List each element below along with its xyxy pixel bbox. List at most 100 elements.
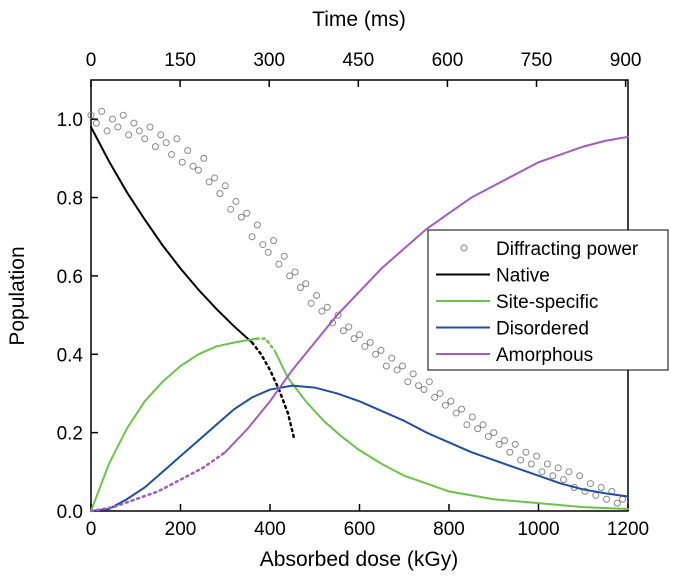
data-point <box>554 464 562 472</box>
data-point <box>227 205 235 213</box>
data-point <box>157 131 165 139</box>
data-point <box>431 393 439 401</box>
line-segment <box>89 450 227 513</box>
data-point <box>522 448 530 456</box>
data-point <box>495 440 503 448</box>
data-point <box>221 182 229 190</box>
data-point <box>404 378 412 386</box>
y-tick-label: 1.0 <box>57 110 83 131</box>
line-segment <box>90 384 629 512</box>
data-point <box>484 433 492 441</box>
data-point <box>533 452 541 460</box>
x2-tick-label: 900 <box>610 50 642 71</box>
x-tick-label: 600 <box>344 519 376 540</box>
data-point <box>415 382 423 390</box>
data-point <box>98 107 106 115</box>
data-point <box>377 346 385 354</box>
data-point <box>307 299 315 307</box>
data-point <box>452 409 460 417</box>
x-axis-label: Absorbed dose (kGy) <box>260 548 458 571</box>
data-point <box>146 123 154 131</box>
data-point <box>87 111 95 119</box>
legend-label: Amorphous <box>496 345 593 366</box>
y-tick-label: 0.6 <box>57 267 83 288</box>
data-point <box>205 178 213 186</box>
data-point <box>291 268 299 276</box>
data-point <box>441 401 449 409</box>
data-point <box>135 127 143 135</box>
data-point <box>248 233 256 241</box>
data-point <box>108 115 116 123</box>
data-point <box>200 154 208 162</box>
data-point <box>350 335 358 343</box>
data-point <box>162 139 170 147</box>
data-point <box>388 354 396 362</box>
line-segment <box>90 126 254 344</box>
line-segment <box>273 349 629 511</box>
data-point <box>361 342 369 350</box>
x-tick-label: 200 <box>165 519 197 540</box>
data-point <box>436 389 444 397</box>
data-point <box>259 241 267 249</box>
data-point <box>463 421 471 429</box>
data-point <box>339 327 347 335</box>
data-point <box>237 213 245 221</box>
data-point <box>280 252 288 260</box>
data-point <box>184 147 192 155</box>
data-point <box>313 292 321 299</box>
data-point <box>613 499 621 507</box>
x2-axis-label: Time (ms) <box>312 8 406 31</box>
data-point <box>103 127 111 135</box>
data-point <box>130 119 138 127</box>
data-point <box>619 495 627 503</box>
data-point <box>178 158 186 166</box>
x-tick-label: 1000 <box>517 519 559 540</box>
data-point <box>586 480 594 488</box>
data-point <box>318 307 326 315</box>
data-point <box>92 119 100 127</box>
data-point <box>511 440 519 448</box>
data-point <box>474 425 482 433</box>
x2-tick-label: 750 <box>521 50 553 71</box>
data-point <box>479 421 487 429</box>
data-point <box>194 166 202 174</box>
data-point <box>517 456 525 464</box>
data-point <box>189 162 197 170</box>
data-point <box>211 174 219 182</box>
data-point <box>468 413 476 421</box>
data-point <box>114 123 122 131</box>
data-point <box>173 135 181 143</box>
x2-tick-label: 300 <box>253 50 285 71</box>
data-point <box>576 472 584 480</box>
y-tick-label: 0.0 <box>57 502 83 523</box>
data-point <box>119 111 127 119</box>
data-point <box>597 483 605 491</box>
data-point <box>506 448 514 456</box>
x-tick-label: 1200 <box>607 519 649 540</box>
data-point <box>286 272 294 280</box>
x-tick-label: 800 <box>433 519 465 540</box>
data-point <box>447 397 455 405</box>
data-point <box>275 260 283 268</box>
data-point <box>168 150 176 158</box>
x2-tick-label: 450 <box>342 50 374 71</box>
data-point <box>490 429 498 437</box>
data-point <box>500 436 508 444</box>
line-segment <box>250 341 296 442</box>
x2-tick-label: 600 <box>432 50 464 71</box>
data-point <box>345 323 353 331</box>
data-point <box>527 460 535 468</box>
legend-marker <box>460 244 468 252</box>
data-point <box>581 487 589 495</box>
data-point <box>398 362 406 370</box>
x-tick-label: 0 <box>86 519 97 540</box>
data-point <box>420 386 428 394</box>
data-point <box>302 280 310 288</box>
data-point <box>232 197 240 205</box>
data-point <box>592 491 600 499</box>
data-point <box>366 339 374 347</box>
y-tick-label: 0.2 <box>57 424 83 445</box>
data-point <box>458 405 466 413</box>
data-point <box>393 366 401 374</box>
y-axis-label: Population <box>6 246 29 345</box>
